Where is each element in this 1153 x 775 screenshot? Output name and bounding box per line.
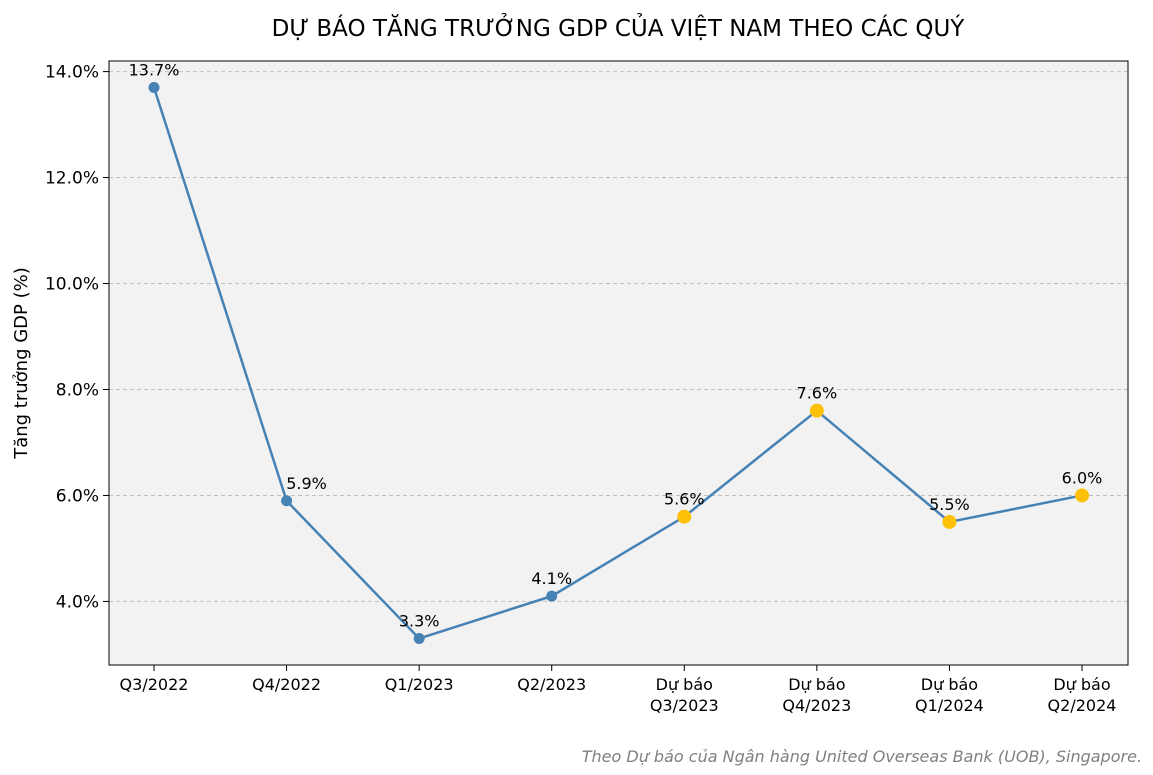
data-point xyxy=(546,590,558,602)
x-tick-label: Dự báo Q3/2023 xyxy=(650,675,719,715)
x-tick-label: Dự báo Q1/2024 xyxy=(915,675,984,715)
x-axis: Q3/2022 Q4/2022 Q1/2023 Q2/2023 Dự báo Q3/202… xyxy=(120,665,1117,715)
data-labels: 13.7% 5.9% 3.3% 4.1% 5.6% 7.6% 5.5% 6.0% xyxy=(129,60,1103,630)
y-tick-label: 8.0% xyxy=(56,380,99,400)
chart-title: DỰ BÁO TĂNG TRƯỞNG GDP CỦA VIỆT NAM THEO… xyxy=(272,13,966,42)
gdp-growth-line xyxy=(152,87,1083,640)
grid-lines xyxy=(109,71,1128,602)
y-axis-label: Tăng trưởng GDP (%) xyxy=(11,267,32,460)
y-tick-label: 6.0% xyxy=(56,486,99,506)
y-tick-label: 10.0% xyxy=(45,275,99,295)
x-tick-label-line: Dự báo xyxy=(1053,675,1110,694)
y-tick-label: 4.0% xyxy=(56,592,99,612)
x-tick-label: Q2/2023 xyxy=(517,675,586,694)
plot-area xyxy=(109,61,1128,665)
x-tick-label-line: Q4/2022 xyxy=(252,675,321,694)
data-point xyxy=(148,81,160,93)
x-tick-label-line: Q3/2023 xyxy=(650,696,719,715)
series-line-layer xyxy=(152,87,1083,640)
plot-frame xyxy=(108,60,1129,666)
x-tick-label-line: Q1/2023 xyxy=(385,675,454,694)
data-label: 5.6% xyxy=(664,490,705,509)
data-label: 5.9% xyxy=(286,474,327,493)
x-tick-label-line: Q4/2023 xyxy=(782,696,851,715)
y-axis: 4.0% 6.0% 8.0% 10.0% 12.0% 14.0% xyxy=(45,63,109,612)
data-point xyxy=(281,495,293,507)
data-label: 7.6% xyxy=(797,384,838,403)
forecast-point xyxy=(1075,488,1089,503)
x-tick-label-line: Q1/2024 xyxy=(915,696,984,715)
x-tick-label: Dự báo Q2/2024 xyxy=(1048,675,1117,715)
y-tick-label: 12.0% xyxy=(45,169,99,189)
data-label: 13.7% xyxy=(129,60,180,79)
data-point xyxy=(413,633,425,645)
data-label: 3.3% xyxy=(399,612,440,631)
x-tick-label-line: Dự báo xyxy=(656,675,713,694)
x-tick-label: Q4/2022 xyxy=(252,675,321,694)
data-points xyxy=(148,81,1089,645)
data-label: 6.0% xyxy=(1062,468,1103,487)
x-tick-label: Q1/2023 xyxy=(385,675,454,694)
x-tick-label: Q3/2022 xyxy=(120,675,189,694)
x-tick-label-line: Dự báo xyxy=(921,675,978,694)
x-tick-label-line: Q2/2023 xyxy=(517,675,586,694)
x-tick-label: Dự báo Q4/2023 xyxy=(782,675,851,715)
x-tick-label-line: Q3/2022 xyxy=(120,675,189,694)
x-tick-label-line: Dự báo xyxy=(788,675,845,694)
data-label: 5.5% xyxy=(929,495,970,514)
forecast-point xyxy=(942,514,957,529)
data-label: 4.1% xyxy=(531,569,572,588)
forecast-point xyxy=(677,509,692,524)
y-tick-label: 14.0% xyxy=(45,63,99,83)
footnote: Theo Dự báo của Ngân hàng United Oversea… xyxy=(582,747,1142,766)
forecast-point xyxy=(809,403,824,418)
x-tick-label-line: Q2/2024 xyxy=(1048,696,1117,715)
